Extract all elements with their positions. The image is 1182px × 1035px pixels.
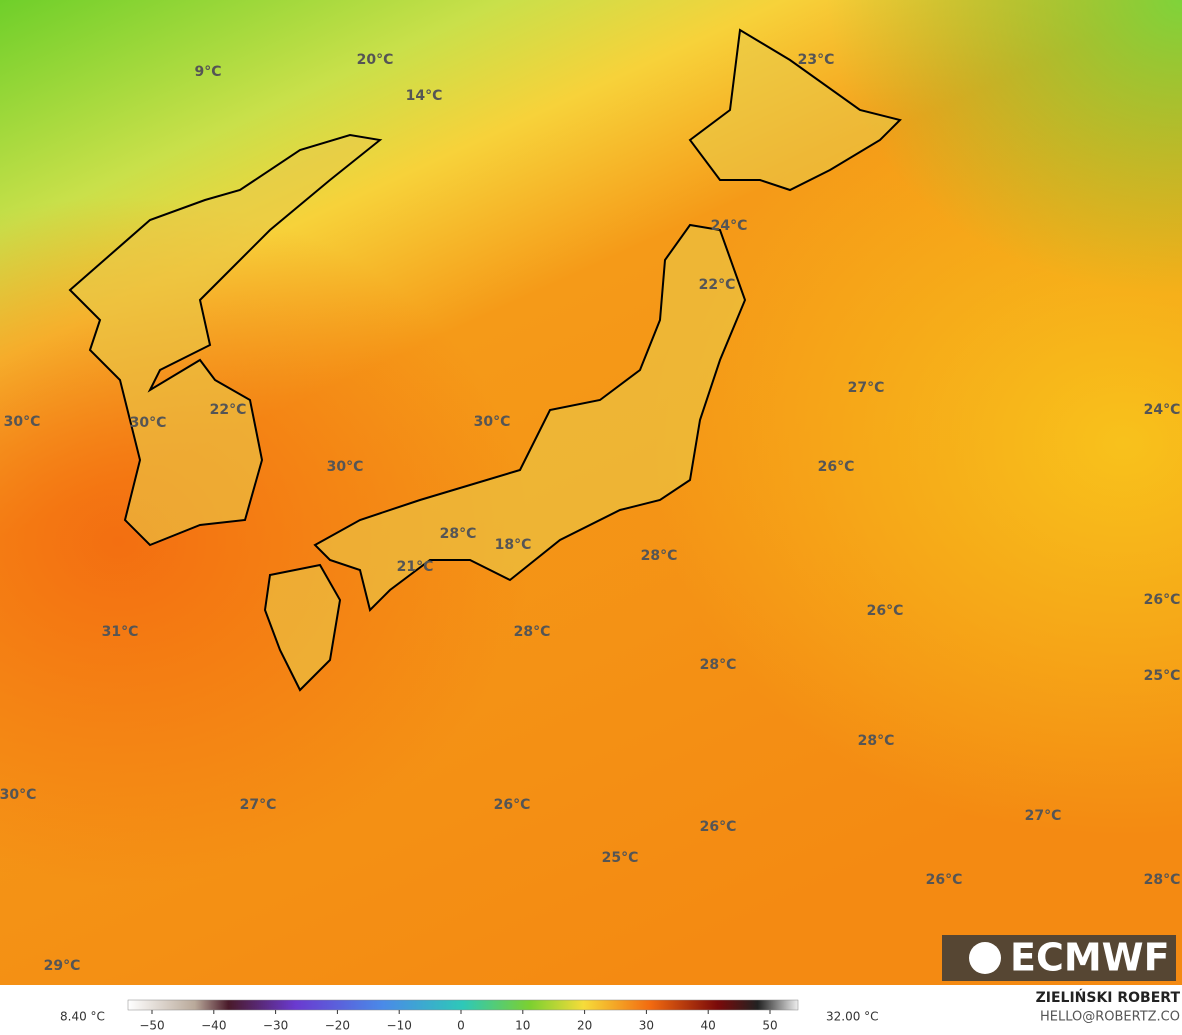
- colorbar-tick-label: 0: [457, 1019, 465, 1033]
- temperature-label: 28°C: [1144, 872, 1181, 888]
- temperature-label: 29°C: [44, 958, 81, 974]
- temperature-label: 23°C: [798, 52, 835, 68]
- logo-icon: [969, 942, 1001, 974]
- temperature-label: 21°C: [397, 559, 434, 575]
- temperature-label: 26°C: [1144, 592, 1181, 608]
- temperature-label: 28°C: [641, 548, 678, 564]
- temperature-label: 27°C: [1025, 808, 1062, 824]
- temperature-label: 20°C: [357, 52, 394, 68]
- temperature-label: 26°C: [700, 819, 737, 835]
- temperature-label: 30°C: [474, 414, 511, 430]
- temperature-label: 30°C: [327, 459, 364, 475]
- temperature-label: 25°C: [1144, 668, 1181, 684]
- temperature-label: 26°C: [926, 872, 963, 888]
- temperature-label: 9°C: [194, 64, 221, 80]
- temperature-label: 24°C: [1144, 402, 1181, 418]
- temperature-label: 28°C: [700, 657, 737, 673]
- temperature-label: 27°C: [240, 797, 277, 813]
- colorbar-tick-label: −40: [201, 1019, 226, 1033]
- logo-text: ECMWF: [1010, 936, 1170, 980]
- author: ZIELIŃSKI ROBERT: [1036, 988, 1181, 1006]
- colorbar-tick-label: −30: [263, 1019, 288, 1033]
- temperature-label: 26°C: [867, 603, 904, 619]
- temperature-label: 14°C: [406, 88, 443, 104]
- temperature-label: 18°C: [495, 537, 532, 553]
- temperature-label: 28°C: [514, 624, 551, 640]
- colorbar-tick-label: 40: [701, 1019, 716, 1033]
- colorbar-tick-label: −20: [325, 1019, 350, 1033]
- temperature-label: 26°C: [494, 797, 531, 813]
- colorbar-tick-label: 10: [515, 1019, 530, 1033]
- temperature-label: 30°C: [130, 415, 167, 431]
- temperature-label: 28°C: [440, 526, 477, 542]
- temperature-label: 25°C: [602, 850, 639, 866]
- coastlines: [68, 28, 902, 692]
- temperature-label: 24°C: [711, 218, 748, 234]
- temperature-label: 30°C: [4, 414, 41, 430]
- colorbar-tick-label: 20: [577, 1019, 592, 1033]
- temperature-label: 22°C: [699, 277, 736, 293]
- map-label-layer: 9°C 20°C 14°C 23°C 24°C 22°C 27°C 24°C 30°C 30°C 2…: [0, 52, 1180, 974]
- temperature-label: 26°C: [818, 459, 855, 475]
- temperature-label: 28°C: [858, 733, 895, 749]
- temperature-label: 27°C: [848, 380, 885, 396]
- colorbar-min: 8.40 °C: [60, 1010, 105, 1024]
- colorbar: [127, 999, 799, 1011]
- colorbar-tick-label: −10: [387, 1019, 412, 1033]
- temperature-label: 22°C: [210, 402, 247, 418]
- colorbar-tick-label: 30: [639, 1019, 654, 1033]
- temperature-label: 31°C: [102, 624, 139, 640]
- contact: HELLO@ROBERTZ.CO: [1040, 1010, 1180, 1025]
- colorbar-max: 32.00 °C: [826, 1010, 879, 1024]
- colorbar-tick-label: −50: [139, 1019, 164, 1033]
- colorbar-tick-label: 50: [762, 1019, 777, 1033]
- temperature-label: 30°C: [0, 787, 36, 803]
